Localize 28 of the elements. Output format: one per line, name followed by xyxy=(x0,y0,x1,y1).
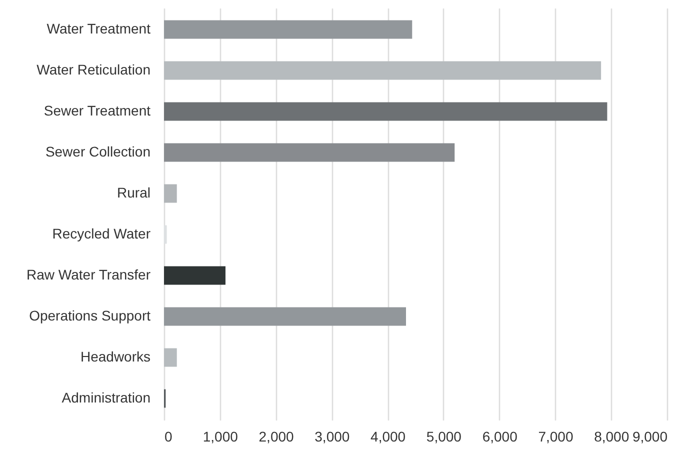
bar xyxy=(164,348,177,367)
y-tick-label: Water Treatment xyxy=(46,20,151,37)
x-tick-label: 3,000 xyxy=(314,428,350,444)
x-tick-label: 5,000 xyxy=(426,428,462,444)
y-tick-label: Operations Support xyxy=(29,307,151,324)
x-tick-label: 1,000 xyxy=(202,428,238,444)
bar xyxy=(164,266,226,285)
bar xyxy=(164,143,455,162)
bar xyxy=(164,61,602,80)
x-tick-label: 4,000 xyxy=(370,428,406,444)
x-tick-label: 6,000 xyxy=(482,428,518,444)
x-tick-label: 7,000 xyxy=(538,428,574,444)
y-tick-label: Sewer Collection xyxy=(45,144,150,160)
y-tick-label: Water Reticulation xyxy=(36,62,150,78)
bar xyxy=(164,184,177,203)
y-tick-label: Headworks xyxy=(80,348,150,364)
bar xyxy=(164,20,412,39)
x-tick-label: 9,000 xyxy=(632,428,668,444)
bar xyxy=(164,307,406,326)
x-tick-label: 0 xyxy=(164,428,172,444)
x-tick-label: 8,000 xyxy=(594,428,630,444)
x-tick-label: 2,000 xyxy=(258,428,294,444)
y-tick-label: Recycled Water xyxy=(52,226,151,242)
y-tick-label: Administration xyxy=(62,389,150,406)
y-tick-label: Sewer Treatment xyxy=(44,102,151,119)
y-tick-label: Rural xyxy=(117,184,150,200)
bar xyxy=(164,102,608,121)
y-tick-label: Raw Water Transfer xyxy=(26,266,151,282)
